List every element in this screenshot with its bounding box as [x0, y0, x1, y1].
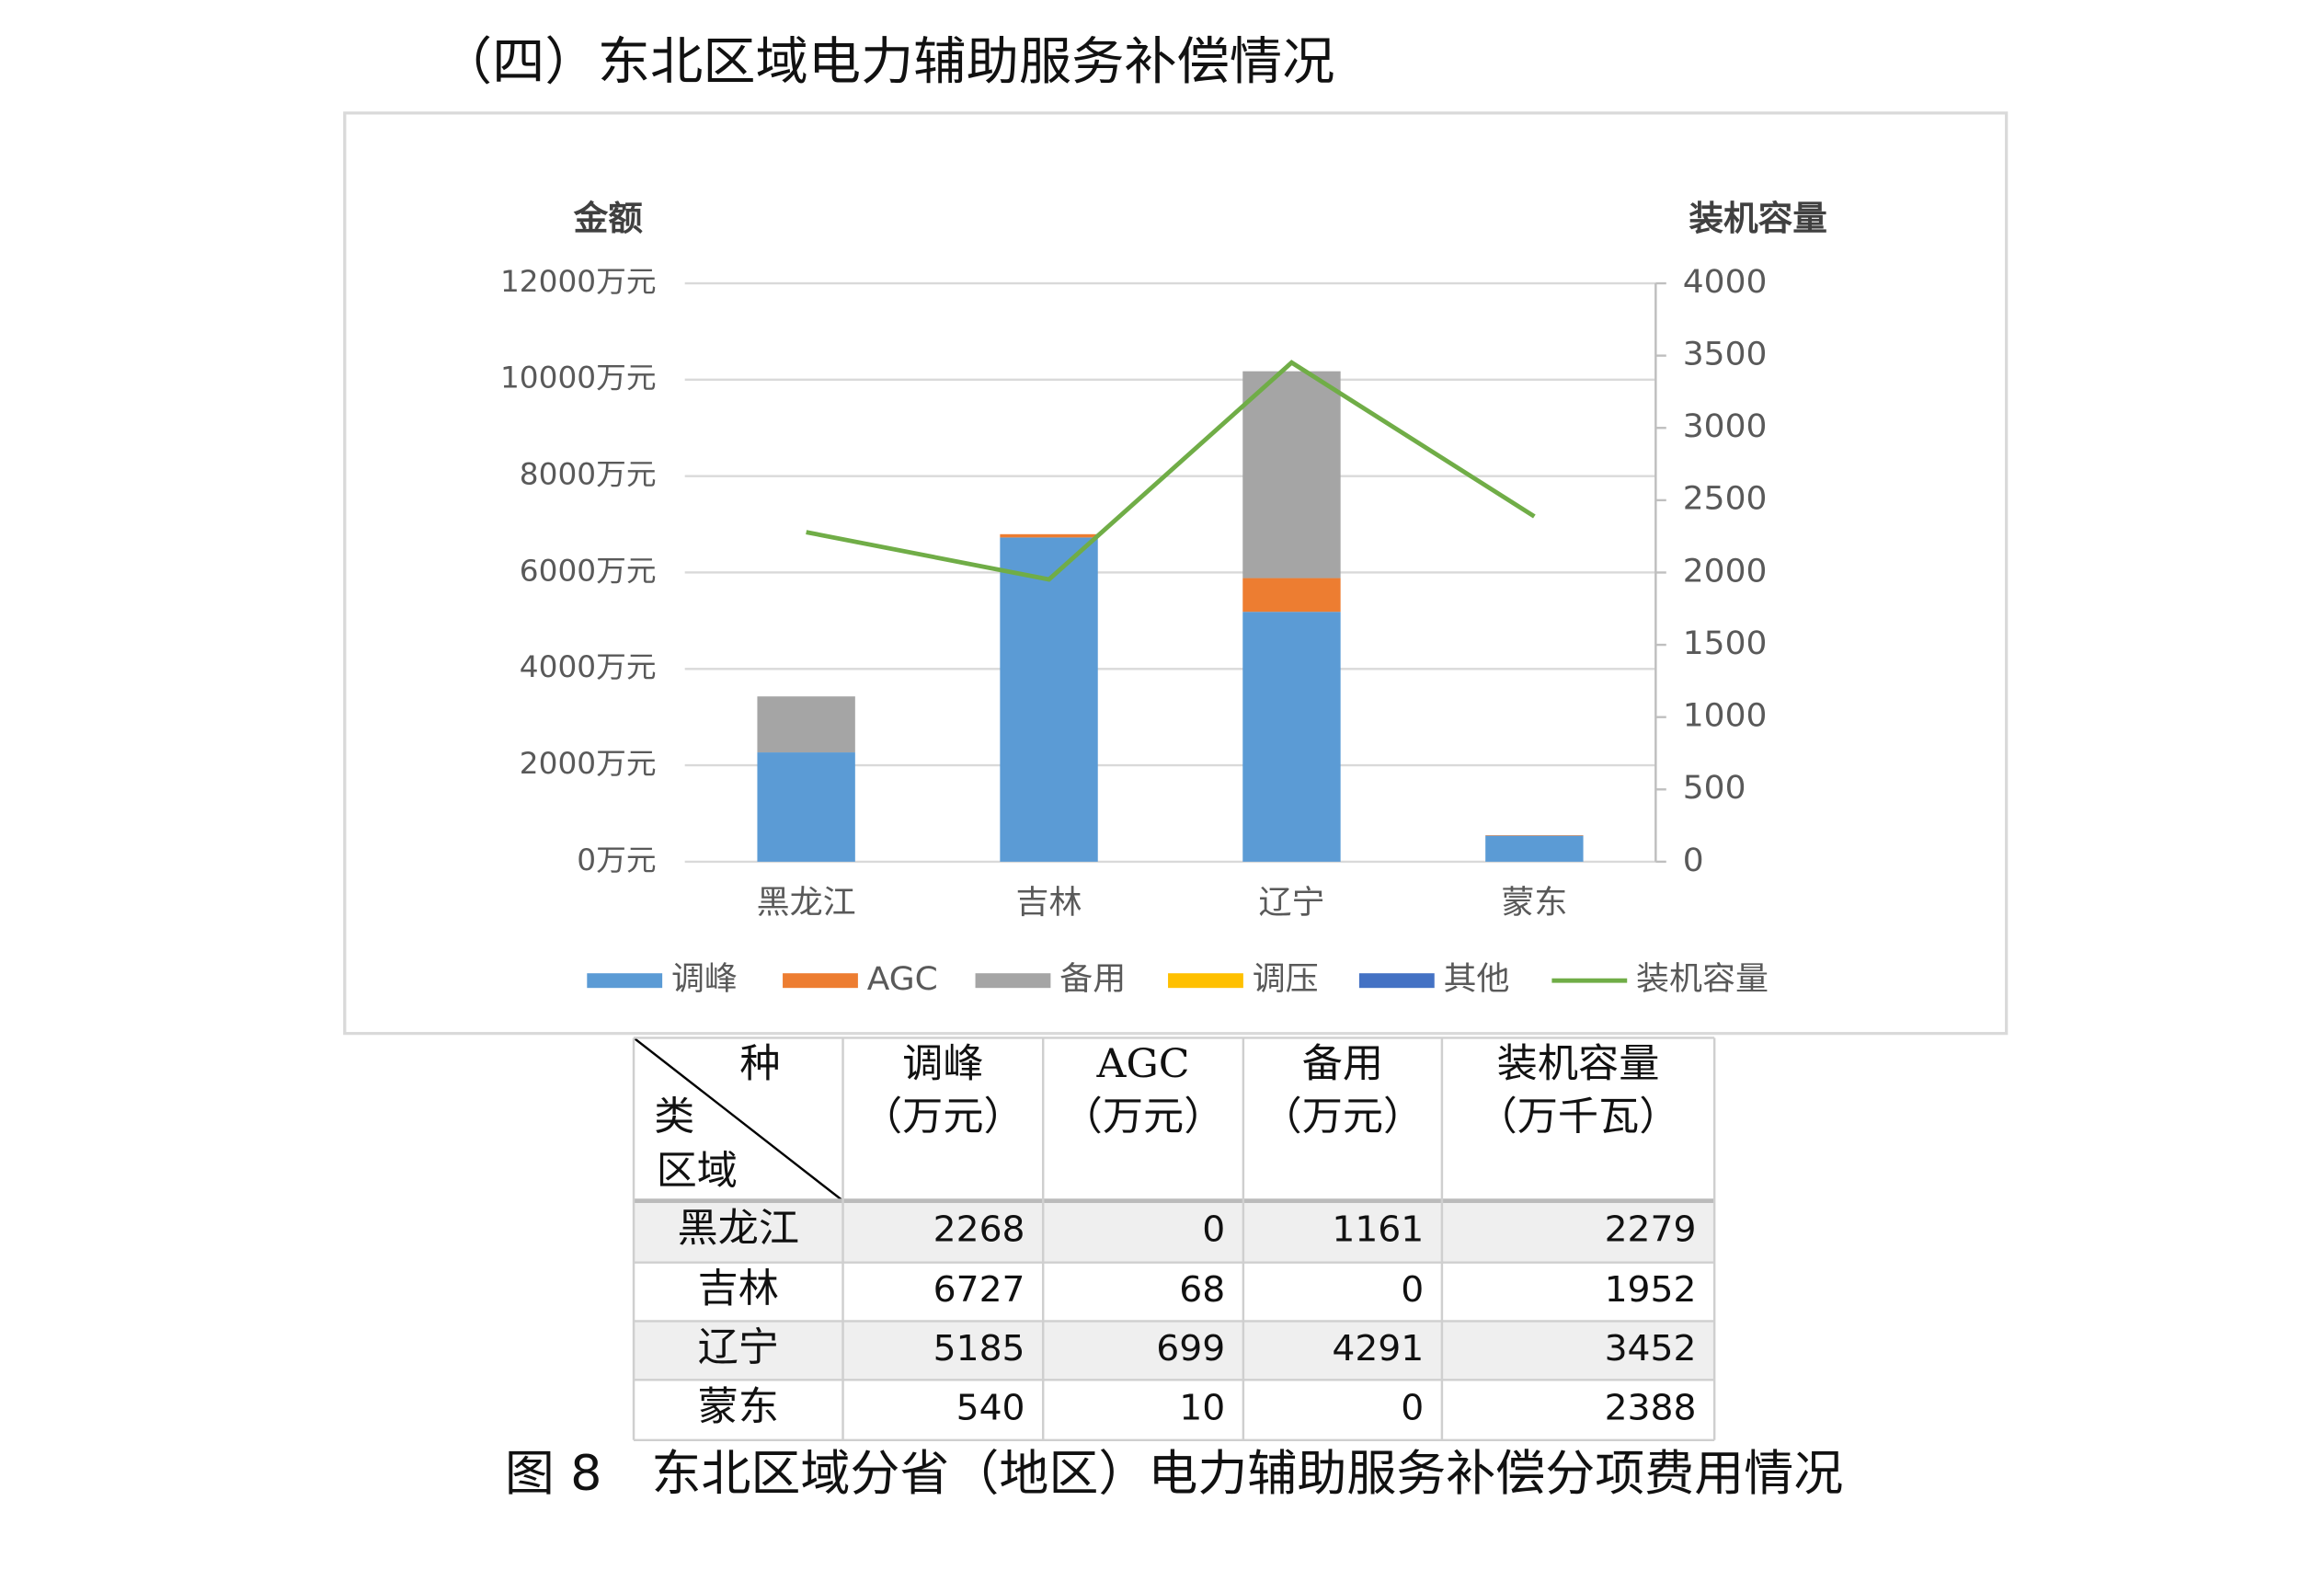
y2-tick-label: 3000 — [1683, 408, 1768, 445]
bar-segment — [1242, 612, 1341, 862]
table-cell: 68 — [1179, 1269, 1225, 1310]
column-header: （万千瓦） — [1477, 1094, 1680, 1140]
bar-segment — [1242, 578, 1341, 613]
legend-label: 调压 — [1253, 960, 1319, 997]
corner-diagonal — [633, 1037, 844, 1202]
table-cell: 699 — [1156, 1328, 1225, 1369]
table-cell: 4291 — [1332, 1328, 1424, 1369]
legend-swatch — [1168, 973, 1243, 989]
heading: （四）东北区域电力辅助服务补偿情况 — [440, 32, 1335, 92]
table-cell: 3452 — [1605, 1328, 1697, 1369]
bar-segment — [1000, 537, 1098, 862]
y2-tick-label: 3500 — [1683, 336, 1768, 372]
y2-tick-label: 500 — [1683, 770, 1746, 807]
x-tick-label: 黑龙江 — [757, 884, 856, 921]
y2-tick-label: 2000 — [1683, 553, 1768, 590]
bar-segment — [1485, 835, 1584, 862]
y2-tick-label: 2500 — [1683, 480, 1768, 517]
column-header: 备用 — [1302, 1041, 1383, 1087]
bar-segment — [757, 696, 855, 753]
table-cell: 2388 — [1605, 1388, 1697, 1428]
x-tick-label: 辽宁 — [1258, 884, 1324, 921]
row-label: 黑龙江 — [678, 1205, 800, 1251]
legend-label: 备用 — [1059, 960, 1126, 997]
column-header: （万元） — [862, 1094, 1025, 1140]
legend-label: 装机容量 — [1636, 960, 1769, 997]
row-shade — [634, 1200, 1715, 1263]
row-label: 辽宁 — [698, 1324, 779, 1370]
corner-label: 区域 — [657, 1148, 738, 1194]
y2-tick-label: 4000 — [1683, 263, 1768, 300]
legend-label: 其他 — [1444, 960, 1510, 997]
table-cell: 1952 — [1605, 1269, 1697, 1310]
column-header: 调峰 — [902, 1041, 983, 1087]
y-tick-label: 6000万元 — [520, 554, 657, 589]
bar-segment — [1485, 835, 1584, 836]
y-tick-label: 10000万元 — [500, 361, 657, 395]
y-tick-label: 4000万元 — [520, 650, 657, 685]
y-tick-label: 0万元 — [577, 842, 656, 877]
legend-label: AGC — [867, 960, 938, 997]
capacity-line — [806, 360, 1536, 582]
table-cell: 540 — [956, 1388, 1025, 1428]
table-cell: 2268 — [933, 1209, 1025, 1250]
table-cell: 0 — [1401, 1388, 1424, 1428]
table-cell: 5185 — [933, 1328, 1025, 1369]
y2-tick-label: 1500 — [1683, 624, 1768, 661]
table-cell: 0 — [1202, 1209, 1225, 1250]
x-tick-label: 蒙东 — [1501, 884, 1567, 921]
row-shade — [634, 1321, 1715, 1381]
legend-swatch — [1358, 973, 1435, 989]
bar-segment — [1242, 371, 1341, 579]
legend-swatch — [587, 973, 663, 989]
y-tick-label: 12000万元 — [500, 264, 657, 299]
y-axis-title: 金额 — [574, 198, 643, 237]
legend-swatch — [975, 973, 1051, 989]
y-tick-label: 8000万元 — [520, 457, 657, 492]
row-label: 蒙东 — [698, 1383, 779, 1429]
column-header: AGC — [1096, 1041, 1190, 1087]
row-label: 吉林 — [698, 1266, 779, 1312]
column-header: （万元） — [1262, 1094, 1425, 1140]
y-tick-label: 2000万元 — [520, 746, 657, 781]
corner-label: 类 — [654, 1094, 694, 1140]
legend-swatch — [783, 973, 858, 989]
table-cell: 10 — [1179, 1388, 1225, 1428]
y2-tick-label: 0 — [1683, 842, 1704, 878]
table-cell: 0 — [1401, 1269, 1424, 1310]
table-cell: 1161 — [1332, 1209, 1424, 1250]
table-cell: 6727 — [933, 1269, 1025, 1310]
caption: 图 8 东北区域分省（地区）电力辅助服务补偿分项费用情况 — [505, 1445, 1843, 1502]
bar-segment — [1000, 533, 1098, 538]
x-tick-label: 吉林 — [1016, 884, 1082, 921]
table-cell: 2279 — [1605, 1209, 1697, 1250]
y2-axis-title: 装机容量 — [1689, 198, 1826, 237]
column-header: 装机容量 — [1497, 1041, 1660, 1087]
column-header: （万元） — [1062, 1094, 1225, 1140]
corner-label: 种 — [739, 1041, 780, 1087]
legend-label: 调峰 — [671, 960, 738, 997]
y2-tick-label: 1000 — [1683, 697, 1768, 734]
bar-segment — [757, 752, 855, 862]
